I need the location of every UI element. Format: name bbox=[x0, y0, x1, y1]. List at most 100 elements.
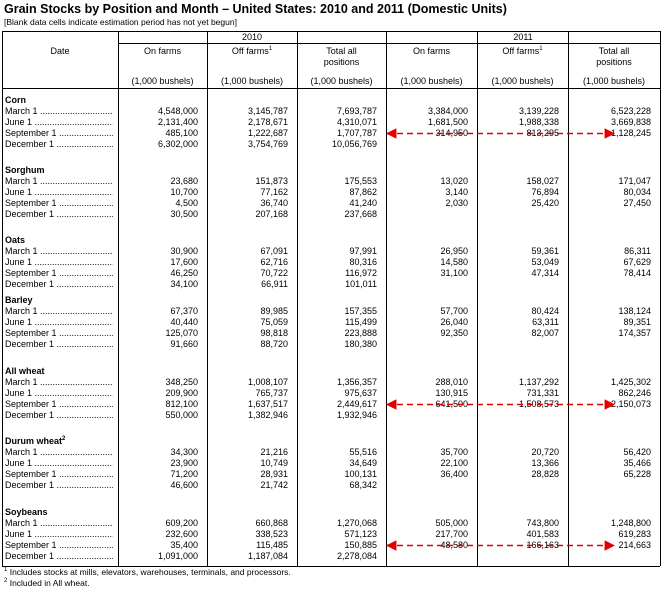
text: 86,311 bbox=[624, 246, 651, 256]
cell: 34,100 bbox=[118, 279, 198, 290]
cell: 237,668 bbox=[297, 209, 377, 220]
text: September 1 bbox=[5, 399, 57, 409]
text: 130,915 bbox=[435, 388, 468, 398]
cell: 87,862 bbox=[297, 187, 377, 198]
cell: 97,991 bbox=[297, 246, 377, 257]
row-label: June 1 bbox=[5, 117, 113, 128]
cell: 21,742 bbox=[207, 480, 288, 491]
text: March 1 bbox=[5, 176, 38, 186]
row-label: June 1 bbox=[5, 257, 113, 268]
text: 3,754,769 bbox=[247, 139, 288, 149]
text: 66,911 bbox=[261, 279, 288, 289]
cell: 41,240 bbox=[297, 198, 377, 209]
text: 571,123 bbox=[344, 529, 377, 539]
cell: 67,091 bbox=[207, 246, 288, 257]
text: 10,749 bbox=[260, 458, 288, 468]
cell: 6,302,000 bbox=[118, 139, 198, 150]
text: 7,693,787 bbox=[336, 106, 377, 116]
cell: 30,500 bbox=[118, 209, 198, 220]
text: 40,440 bbox=[170, 317, 198, 327]
text: 505,000 bbox=[435, 518, 468, 528]
text: (1,000 bushels) bbox=[220, 76, 284, 86]
footnote-mark: 1 bbox=[539, 46, 543, 52]
units: (1,000 bushels) bbox=[477, 76, 568, 87]
cell: 46,600 bbox=[118, 480, 198, 491]
cell: 348,250 bbox=[118, 377, 198, 388]
units: (1,000 bushels) bbox=[386, 76, 477, 87]
text: Durum wheat bbox=[5, 436, 63, 446]
text: 22,100 bbox=[440, 458, 468, 468]
cell: 36,400 bbox=[386, 469, 468, 480]
text: 34,100 bbox=[170, 279, 198, 289]
text: (1,000 bushels) bbox=[491, 76, 554, 86]
cell: 4,548,000 bbox=[118, 106, 198, 117]
text: 28,828 bbox=[531, 469, 559, 479]
text: 92,350 bbox=[440, 328, 468, 338]
cell: 1,270,068 bbox=[297, 518, 377, 529]
cell: 401,583 bbox=[477, 529, 559, 540]
text: All wheat bbox=[5, 366, 45, 376]
text: 1,382,946 bbox=[247, 410, 288, 420]
text: 36,740 bbox=[260, 198, 288, 208]
text: 116,972 bbox=[345, 268, 377, 278]
cell: 14,580 bbox=[386, 257, 468, 268]
rule bbox=[2, 566, 660, 567]
rule bbox=[297, 31, 298, 566]
text: December 1 bbox=[5, 279, 55, 289]
footnote-mark: 1 bbox=[4, 567, 8, 573]
text: 98,818 bbox=[260, 328, 288, 338]
text: December 1 bbox=[5, 139, 55, 149]
cell: 88,720 bbox=[207, 339, 288, 350]
cell: 53,049 bbox=[477, 257, 559, 268]
text: 150,885 bbox=[344, 540, 377, 550]
cell: 55,516 bbox=[297, 447, 377, 458]
cell: 34,649 bbox=[297, 458, 377, 469]
text: (1,000 bushels) bbox=[400, 76, 463, 86]
cell: 505,000 bbox=[386, 518, 468, 529]
text: 2,150,073 bbox=[610, 399, 651, 409]
cell: 7,693,787 bbox=[297, 106, 377, 117]
text: 3,139,228 bbox=[518, 106, 559, 116]
text: Oats bbox=[5, 235, 26, 245]
row-label: December 1 bbox=[5, 139, 113, 150]
cell: 13,020 bbox=[386, 176, 468, 187]
text: 2,178,671 bbox=[247, 117, 288, 127]
text: 14,580 bbox=[440, 257, 468, 267]
cell: 98,818 bbox=[207, 328, 288, 339]
cell: 180,380 bbox=[297, 339, 377, 350]
text: 2,449,617 bbox=[336, 399, 377, 409]
text: 10,056,769 bbox=[331, 139, 377, 149]
text: 89,985 bbox=[260, 306, 288, 316]
subtitle: [Blank data cells indicate estimation pe… bbox=[4, 17, 237, 28]
rule bbox=[2, 31, 3, 566]
text: 78,414 bbox=[623, 268, 651, 278]
text: 6,523,228 bbox=[610, 106, 651, 116]
text: June 1 bbox=[5, 388, 33, 398]
rule bbox=[2, 31, 660, 32]
cell: 25,420 bbox=[477, 198, 559, 209]
text: December 1 bbox=[5, 339, 55, 349]
text: 115,485 bbox=[256, 540, 288, 550]
text: 80,034 bbox=[623, 187, 651, 197]
cell: 1,128,245 bbox=[568, 128, 651, 139]
cell: 35,700 bbox=[386, 447, 468, 458]
text: 1,187,084 bbox=[247, 551, 288, 561]
text: March 1 bbox=[5, 447, 38, 457]
rule bbox=[660, 31, 661, 566]
text: September 1 bbox=[5, 540, 57, 550]
section-title: Oats bbox=[5, 235, 25, 246]
header-year: 2010 bbox=[118, 32, 386, 43]
cell: 78,414 bbox=[568, 268, 651, 279]
text: 62,716 bbox=[260, 257, 288, 267]
text: Corn bbox=[5, 95, 26, 105]
text: 209,900 bbox=[165, 388, 198, 398]
footnote: 2 Included in All wheat. bbox=[4, 578, 90, 589]
text: 80,424 bbox=[531, 306, 559, 316]
row-label: June 1 bbox=[5, 388, 113, 399]
text: March 1 bbox=[5, 246, 38, 256]
cell: 2,278,084 bbox=[297, 551, 377, 562]
cell: 3,384,000 bbox=[386, 106, 468, 117]
text: 237,668 bbox=[344, 209, 377, 219]
text: 1,932,946 bbox=[336, 410, 377, 420]
cell: 22,100 bbox=[386, 458, 468, 469]
